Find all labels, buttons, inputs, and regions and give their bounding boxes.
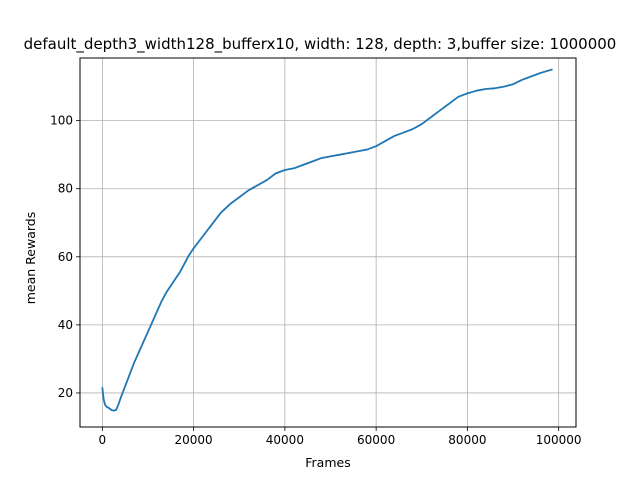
x-axis-label: Frames bbox=[305, 455, 350, 470]
x-tick-label: 0 bbox=[99, 433, 107, 447]
chart-title: default_depth3_width128_bufferx10, width… bbox=[24, 35, 617, 54]
y-axis-ticks: 20 40 60 80 100 bbox=[50, 114, 80, 400]
x-tick-label: 80000 bbox=[448, 433, 486, 447]
x-tick-label: 100000 bbox=[536, 433, 582, 447]
x-tick-label: 60000 bbox=[357, 433, 395, 447]
y-tick-label: 60 bbox=[58, 250, 73, 264]
series-line-0 bbox=[101, 68, 553, 412]
y-tick-label: 40 bbox=[58, 318, 73, 332]
y-tick-label: 20 bbox=[58, 386, 73, 400]
x-tick-label: 20000 bbox=[175, 433, 213, 447]
y-axis-label: mean Rewards bbox=[23, 212, 38, 305]
x-axis-ticks: 0 20000 40000 60000 80000 100000 bbox=[99, 427, 582, 447]
series-layer bbox=[101, 68, 553, 412]
plot-frame bbox=[79, 57, 577, 428]
gridlines bbox=[80, 58, 576, 427]
y-tick-label: 80 bbox=[58, 182, 73, 196]
x-tick-label: 40000 bbox=[266, 433, 304, 447]
y-tick-label: 100 bbox=[50, 114, 73, 128]
